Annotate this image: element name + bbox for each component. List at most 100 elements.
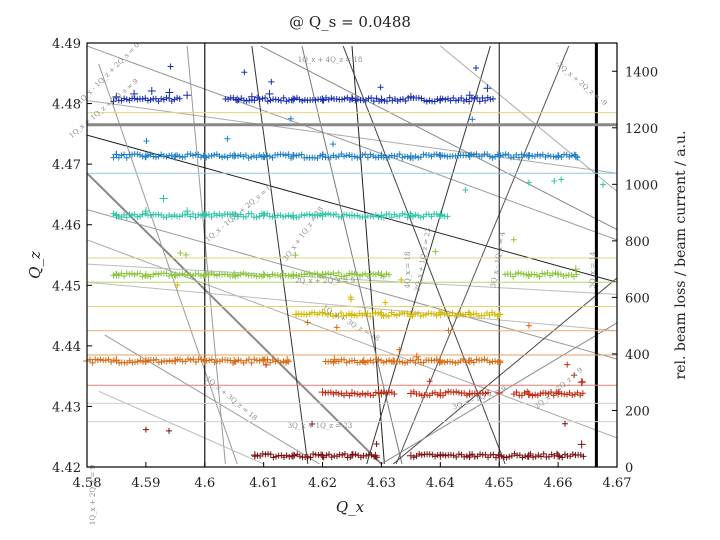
data-point [289, 95, 298, 104]
data-point [112, 150, 121, 159]
data-point [452, 97, 459, 104]
data-point [495, 388, 504, 397]
data-point [335, 269, 342, 276]
data-point [436, 152, 445, 161]
resonance-line [87, 263, 617, 295]
data-point [141, 357, 150, 365]
data-point [139, 95, 146, 102]
data-point [161, 357, 168, 364]
data-point [243, 357, 250, 364]
data-point [449, 359, 456, 366]
data-point [348, 270, 356, 279]
data-point [348, 211, 356, 220]
data-point [182, 251, 189, 258]
data-point [246, 97, 253, 104]
data-point [482, 390, 489, 397]
data-point [333, 154, 340, 161]
resonance-line [251, 45, 309, 465]
data-point [368, 95, 375, 102]
data-point [335, 391, 342, 398]
data-point [298, 211, 305, 218]
data-point [318, 270, 327, 279]
data-point [479, 94, 486, 101]
data-point [483, 84, 492, 93]
data-point [579, 390, 586, 397]
data-point [176, 271, 183, 278]
data-point [340, 312, 347, 319]
data-point [86, 356, 93, 363]
data-point [436, 310, 445, 319]
data-point [131, 95, 138, 102]
data-point [240, 153, 247, 160]
data-point [187, 357, 194, 364]
data-point [469, 116, 476, 123]
data-point [304, 319, 311, 326]
data-point [266, 153, 273, 160]
data-point [386, 94, 393, 101]
data-point [537, 390, 544, 397]
data-point [309, 421, 316, 428]
data-point [121, 151, 128, 158]
data-point [273, 453, 280, 460]
x-tick-label: 4.67 [603, 476, 632, 491]
data-point [134, 96, 141, 103]
data-point [577, 440, 586, 449]
data-point [380, 359, 387, 366]
data-point [524, 270, 533, 279]
data-point [359, 312, 366, 319]
resonance-line [342, 45, 506, 465]
data-point [352, 451, 359, 458]
data-point [538, 453, 545, 460]
data-point [406, 389, 415, 398]
data-point [94, 357, 101, 364]
resonance-label: 3Q_x + 1Q_z = 23 [288, 422, 353, 430]
data-point [406, 92, 415, 101]
data-point [569, 451, 576, 458]
data-point [245, 154, 252, 161]
data-point [259, 152, 268, 161]
data-point [182, 153, 189, 160]
data-point [225, 96, 232, 103]
y2-tick-label: 0 [625, 461, 633, 476]
data-point [497, 359, 504, 366]
data-point [375, 356, 382, 363]
data-point [290, 272, 297, 279]
data-point [463, 453, 470, 460]
y2-tick-label: 800 [625, 235, 650, 250]
data-point [465, 91, 474, 100]
data-point [460, 356, 467, 363]
resonance-line [260, 45, 617, 231]
data-point [165, 88, 174, 97]
data-point [296, 152, 302, 159]
data-point [150, 153, 157, 160]
data-point [118, 152, 125, 159]
data-point [163, 358, 170, 365]
data-point [200, 272, 207, 279]
data-point [325, 270, 332, 277]
data-point [447, 97, 454, 104]
data-point [89, 359, 96, 366]
data-point [441, 359, 448, 366]
data-point [412, 359, 419, 366]
data-point [280, 358, 287, 365]
data-point [453, 388, 460, 395]
data-point [141, 207, 150, 216]
data-point [311, 211, 318, 218]
data-point [333, 324, 340, 331]
x-tick-label: 4.59 [131, 476, 160, 491]
data-point [269, 271, 276, 278]
data-point [192, 214, 199, 221]
data-point [372, 309, 379, 316]
x-tick-label: 4.6 [194, 476, 215, 491]
data-point [129, 151, 136, 158]
data-point [264, 152, 271, 159]
data-point [338, 310, 345, 317]
data-point [318, 388, 327, 397]
data-point [490, 95, 497, 102]
data-point [299, 97, 306, 104]
data-point [338, 96, 345, 103]
data-point [267, 97, 274, 104]
data-point [445, 327, 452, 334]
data-point [417, 154, 424, 161]
data-point [150, 357, 157, 364]
